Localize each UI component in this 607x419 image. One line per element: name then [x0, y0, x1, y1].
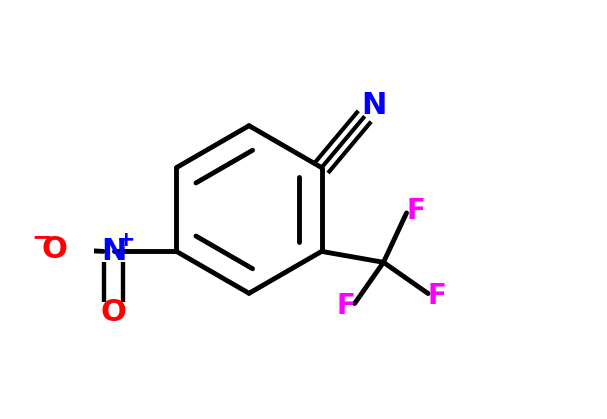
Text: O: O [41, 235, 67, 264]
Text: O: O [101, 297, 126, 327]
Text: N: N [361, 91, 387, 119]
Text: F: F [428, 282, 447, 310]
Text: −: − [31, 225, 52, 250]
Text: F: F [406, 197, 425, 225]
Text: +: + [117, 230, 135, 250]
Text: F: F [336, 292, 355, 320]
Text: N: N [101, 237, 126, 266]
